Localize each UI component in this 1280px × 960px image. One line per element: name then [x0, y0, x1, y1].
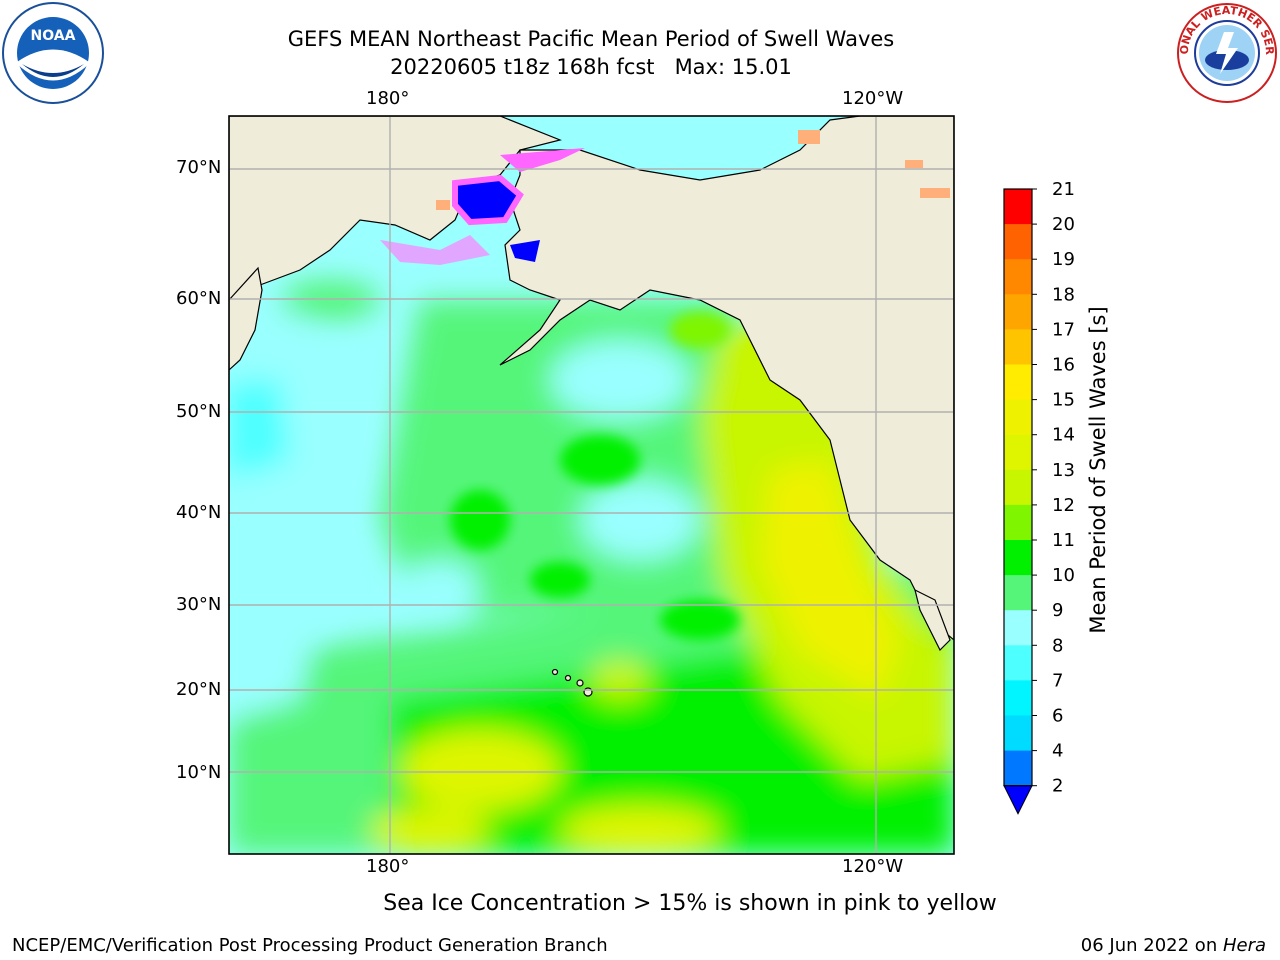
chart-subtitle: 20220605 t18z 168h fcst Max: 15.01 [390, 55, 792, 79]
colorbar-tick-label: 14 [1052, 425, 1075, 446]
colorbar-tick-label: 15 [1052, 390, 1075, 411]
graticule [229, 116, 954, 854]
map-frame [228, 115, 955, 855]
colorbar-segment [1004, 329, 1032, 365]
colorbar-tick-label: 8 [1052, 635, 1063, 656]
lon-label-top-180: 180° [366, 88, 410, 109]
sea-ice-note: Sea Ice Concentration > 15% is shown in … [383, 891, 997, 916]
colorbar-segment [1004, 189, 1032, 225]
colorbar-tick-label: 11 [1052, 530, 1075, 551]
colorbar-segment [1004, 294, 1032, 330]
lat-label-20n: 20°N [176, 679, 222, 700]
lat-label-40n: 40°N [176, 502, 222, 523]
colorbar-segment [1004, 610, 1032, 646]
colorbar-tick-label: 20 [1052, 214, 1075, 235]
colorbar-segment [1004, 645, 1032, 681]
colorbar-segment [1004, 504, 1032, 541]
colorbar-tick-label: 13 [1052, 460, 1075, 481]
colorbar-under-triangle [1003, 785, 1033, 815]
svg-text:NOAA: NOAA [31, 28, 76, 44]
lon-label-bottom-180: 180° [366, 856, 410, 877]
colorbar-tick-label: 6 [1052, 706, 1063, 727]
colorbar-segment [1004, 540, 1032, 576]
noaa-logo: NOAA [2, 2, 104, 104]
colorbar-tick-label: 4 [1052, 741, 1063, 762]
colorbar-segment [1004, 469, 1032, 506]
colorbar-outline [1003, 188, 1033, 787]
colorbar-segment [1004, 715, 1032, 752]
colorbar-tick-label: 21 [1052, 179, 1075, 200]
footer-date: 06 Jun 2022 on Hera [1080, 935, 1266, 956]
swell-period-field [229, 116, 954, 854]
colorbar-tick-label: 16 [1052, 355, 1075, 376]
colorbar-tick-label: 2 [1052, 776, 1063, 797]
colorbar-label: Mean Period of Swell Waves [s] [1086, 306, 1110, 634]
lon-label-top-120w: 120°W [842, 88, 904, 109]
sea-ice [380, 130, 950, 265]
colorbar-tick-label: 12 [1052, 495, 1075, 516]
lat-label-70n: 70°N [176, 157, 222, 178]
colorbar-segment [1004, 750, 1032, 787]
lat-label-30n: 30°N [176, 594, 222, 615]
lat-label-50n: 50°N [176, 401, 222, 422]
colorbar-segment [1004, 259, 1032, 295]
colorbar-tick-label: 19 [1052, 249, 1075, 270]
colorbar-tick-label: 7 [1052, 670, 1063, 691]
lat-label-10n: 10°N [176, 762, 222, 783]
footer-host: Hera [1222, 935, 1266, 956]
colorbar-tick-label: 18 [1052, 284, 1075, 305]
colorbar: 21 20 19 18 17 16 15 14 13 12 11 10 9 8 7 6 4 2 [1003, 179, 1075, 815]
colorbar-segment [1004, 575, 1032, 611]
colorbar-tick-label: 9 [1052, 600, 1063, 621]
colorbar-segment [1004, 680, 1032, 716]
colorbar-segment [1004, 434, 1032, 471]
colorbar-segment [1004, 224, 1032, 260]
nws-logo: NATIONAL WEATHER SERVICE [1176, 2, 1277, 103]
chart-title: GEFS MEAN Northeast Pacific Mean Period … [287, 27, 895, 51]
footer-producer: NCEP/EMC/Verification Post Processing Pr… [12, 935, 608, 956]
colorbar-segment [1004, 399, 1032, 436]
lat-label-60n: 60°N [176, 288, 222, 309]
lon-label-bottom-120w: 120°W [842, 856, 904, 877]
colorbar-tick-label: 10 [1052, 565, 1075, 586]
colorbar-segment [1004, 364, 1032, 401]
colorbar-tick-label: 17 [1052, 319, 1075, 340]
